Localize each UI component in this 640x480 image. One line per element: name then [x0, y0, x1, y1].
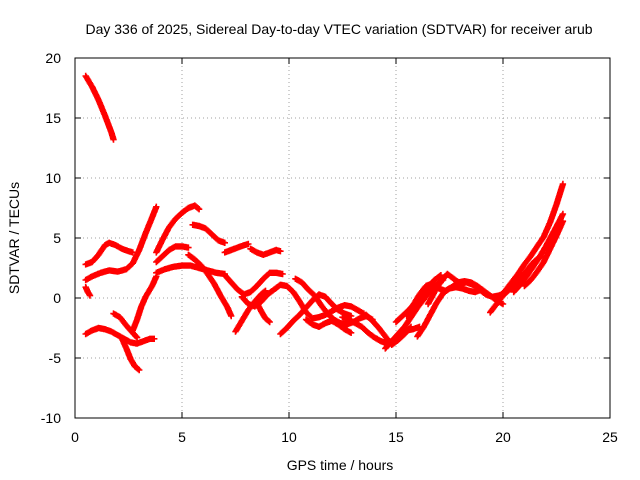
series-arc-10 [153, 243, 192, 266]
point-markers [424, 270, 509, 308]
point-markers [521, 218, 567, 290]
y-tick-label: 15 [45, 110, 61, 126]
series-arc-03 [82, 203, 160, 284]
series-arc-22 [302, 316, 355, 336]
point-markers [82, 72, 117, 143]
series-arc-29 [424, 270, 509, 308]
point-markers [82, 284, 94, 299]
series-arc-14 [221, 240, 252, 256]
y-tick-label: 20 [45, 50, 61, 66]
series-arc-19 [253, 299, 273, 326]
point-markers [510, 210, 567, 296]
series-arc-28 [414, 284, 485, 340]
x-tick-label: 5 [178, 429, 186, 445]
series-arc-32 [510, 210, 567, 296]
series-arc-31 [495, 180, 567, 302]
series-arc-09 [153, 202, 203, 256]
series-arc-13 [185, 251, 235, 320]
grid [75, 58, 610, 418]
y-tick-label: -5 [49, 350, 62, 366]
x-tick-label: 10 [281, 429, 297, 445]
x-tick-label: 20 [495, 429, 511, 445]
x-tick-label: 25 [602, 429, 618, 445]
point-markers [495, 180, 567, 302]
y-tick-label: -10 [41, 410, 61, 426]
x-tick-label: 0 [71, 429, 79, 445]
chart-title: Day 336 of 2025, Sidereal Day-to-day VTE… [85, 21, 592, 37]
point-markers [414, 284, 485, 340]
series-arc-02 [82, 239, 136, 268]
point-markers [129, 273, 160, 334]
point-markers [153, 202, 203, 256]
point-markers [253, 299, 273, 326]
series-arc-08 [129, 273, 160, 334]
point-markers [82, 239, 136, 268]
point-markers [118, 335, 143, 374]
series-arc-33 [521, 218, 567, 290]
point-markers [82, 203, 160, 284]
series-arc-07 [118, 335, 143, 374]
axis-ticks: 0 5 10 15 20 25 -10 -5 0 5 10 15 20 [41, 50, 618, 445]
series-arc-12 [189, 221, 228, 246]
y-axis-label: SDTVAR / TECUs [6, 182, 22, 294]
series-arc-15 [221, 269, 286, 298]
point-markers [189, 221, 228, 246]
point-markers [185, 251, 235, 320]
y-tick-label: 0 [53, 290, 61, 306]
point-markers [153, 243, 192, 266]
y-tick-label: 5 [53, 230, 61, 246]
point-markers [302, 316, 355, 336]
point-markers [221, 240, 252, 256]
y-tick-label: 10 [45, 170, 61, 186]
x-axis-label: GPS time / hours [287, 457, 394, 473]
series-arc-04 [82, 284, 94, 299]
series-arc-17 [247, 245, 284, 258]
point-markers [247, 245, 284, 258]
point-markers [221, 269, 286, 298]
x-tick-label: 15 [388, 429, 404, 445]
series-arc-01 [82, 72, 117, 143]
data-marks [82, 72, 567, 374]
